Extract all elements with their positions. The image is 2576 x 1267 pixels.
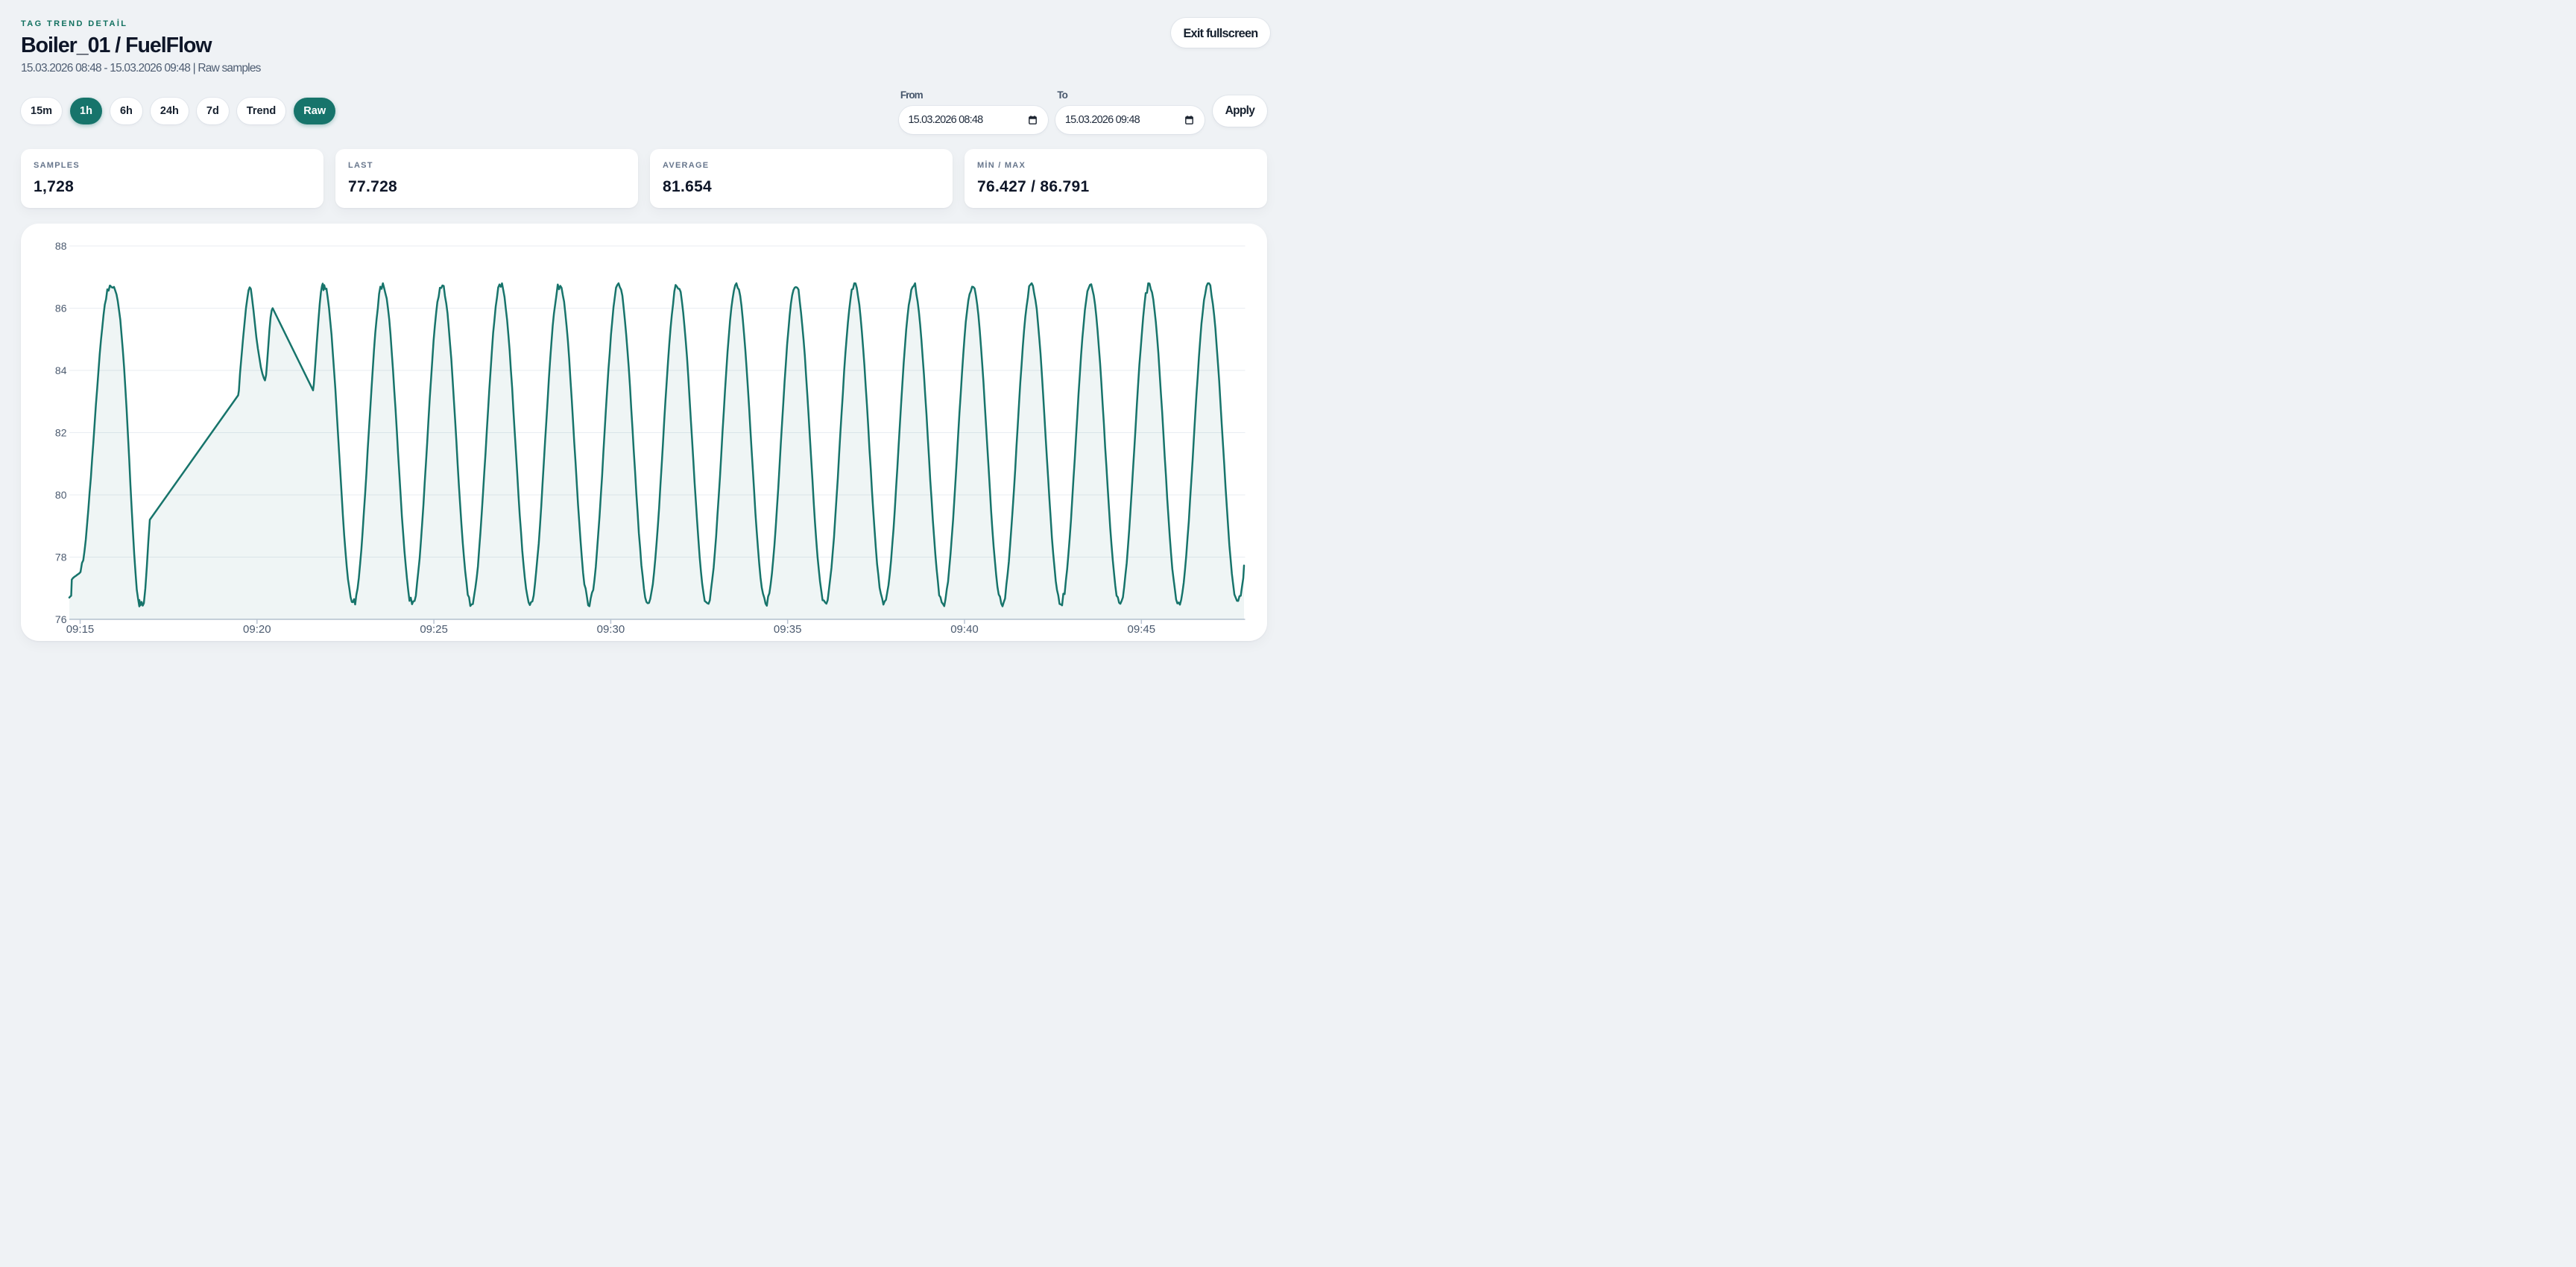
svg-text:09:30: 09:30 <box>597 623 625 634</box>
svg-text:76: 76 <box>55 613 67 625</box>
svg-text:86: 86 <box>55 302 67 314</box>
svg-text:09:35: 09:35 <box>774 623 802 634</box>
svg-text:09:45: 09:45 <box>1128 623 1156 634</box>
svg-text:88: 88 <box>55 240 67 252</box>
svg-text:09:25: 09:25 <box>420 623 448 634</box>
svg-text:09:40: 09:40 <box>950 623 979 634</box>
svg-text:84: 84 <box>55 364 67 376</box>
svg-text:09:20: 09:20 <box>243 623 271 634</box>
svg-text:09:15: 09:15 <box>66 623 95 634</box>
svg-text:80: 80 <box>55 489 67 501</box>
svg-text:78: 78 <box>55 551 67 563</box>
svg-text:82: 82 <box>55 426 67 438</box>
